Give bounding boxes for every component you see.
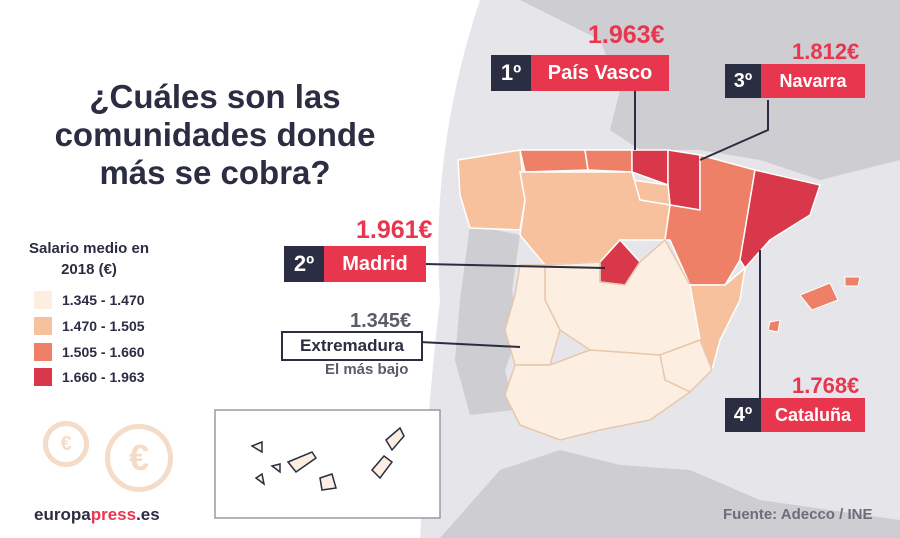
callout-badge-madrid: 2º Madrid bbox=[284, 246, 426, 282]
legend-label: 1.660 - 1.963 bbox=[62, 369, 145, 385]
leader-madrid bbox=[424, 263, 606, 269]
region-asturias bbox=[519, 149, 589, 173]
callout-value-cataluna: 1.768€ bbox=[792, 373, 860, 398]
region-label: Cataluña bbox=[761, 398, 865, 432]
canarias-inset bbox=[214, 409, 441, 519]
rank-label: 3º bbox=[725, 64, 761, 98]
legend-swatch bbox=[34, 317, 52, 335]
region-baleares bbox=[799, 282, 839, 311]
euro-coin-icon: € bbox=[105, 424, 173, 492]
callout-value-navarra: 1.812€ bbox=[792, 39, 860, 64]
legend-title: Salario medio en 2018 (€) bbox=[28, 240, 150, 278]
callout-badge-pais-vasco: 1º País Vasco bbox=[491, 55, 669, 91]
legend-swatch bbox=[34, 343, 52, 361]
callout-badge-navarra: 3º Navarra bbox=[725, 64, 865, 98]
callout-value-pais-vasco: 1.963€ bbox=[588, 21, 665, 49]
title: ¿Cuáles son las comunidades donde más se… bbox=[54, 78, 376, 191]
region-galicia bbox=[457, 149, 526, 231]
portugal-land bbox=[455, 225, 520, 415]
rank-label: 1º bbox=[491, 55, 531, 91]
lowest-note: El más bajo bbox=[325, 361, 409, 378]
legend-swatch bbox=[34, 368, 52, 386]
lowest-region-label: Extremadura bbox=[281, 331, 423, 361]
brand-logo: europapress.es bbox=[34, 505, 160, 525]
rank-label: 2º bbox=[284, 246, 324, 282]
leader-navarra bbox=[699, 100, 769, 161]
region-cataluna bbox=[739, 169, 821, 270]
region-baleares-minor bbox=[767, 276, 861, 333]
legend-label: 1.345 - 1.470 bbox=[62, 292, 145, 308]
brand-main: europa bbox=[34, 505, 91, 524]
france-land bbox=[520, 0, 900, 180]
legend-label: 1.505 - 1.660 bbox=[62, 344, 145, 360]
region-label: País Vasco bbox=[531, 55, 669, 91]
region-cantabria bbox=[584, 149, 633, 173]
brand-suffix: .es bbox=[136, 505, 160, 524]
lowest-value: 1.345€ bbox=[350, 310, 412, 332]
region-andalucia bbox=[504, 349, 692, 441]
callout-value-madrid: 1.961€ bbox=[356, 216, 433, 244]
source-note: Fuente: Adecco / INE bbox=[723, 506, 873, 523]
legend-label: 1.470 - 1.505 bbox=[62, 318, 145, 334]
callout-badge-cataluna: 4º Cataluña bbox=[725, 398, 865, 432]
euro-coin-icon: € bbox=[43, 421, 89, 467]
region-navarra bbox=[667, 149, 701, 211]
africa-land bbox=[440, 450, 900, 538]
region-label: Madrid bbox=[324, 246, 426, 282]
rank-label: 4º bbox=[725, 398, 761, 432]
leader-extremadura bbox=[419, 341, 521, 348]
legend-swatch bbox=[34, 291, 52, 309]
region-label: Navarra bbox=[761, 64, 865, 98]
brand-accent: press bbox=[90, 505, 137, 524]
canarias-islands bbox=[250, 426, 405, 491]
